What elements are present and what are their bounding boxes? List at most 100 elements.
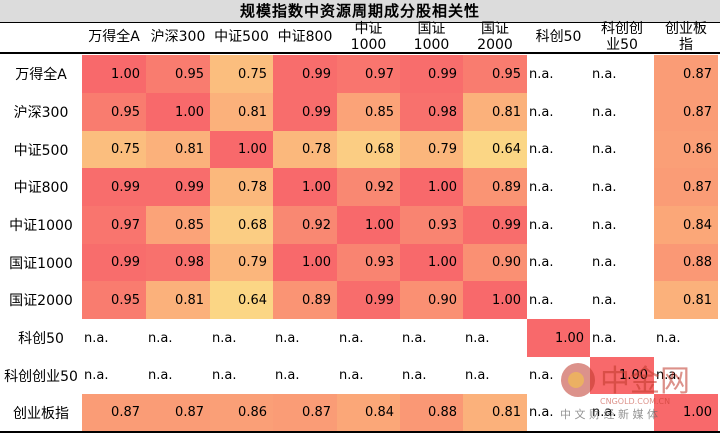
heatmap-cell: n.a. <box>465 368 490 383</box>
heatmap-cell: 0.78 <box>273 131 337 168</box>
heatmap-cell: n.a. <box>212 330 237 346</box>
header-rule <box>0 52 720 54</box>
heatmap-cell: 0.99 <box>400 55 463 93</box>
heatmap-cell: n.a. <box>465 330 490 346</box>
heatmap-cell: n.a. <box>529 66 554 82</box>
heatmap-cell: n.a. <box>592 104 617 120</box>
heatmap-cell: 0.87 <box>654 168 718 206</box>
heatmap-cell: n.a. <box>529 368 554 383</box>
heatmap-cell: 0.98 <box>400 93 463 131</box>
heatmap-cell: 0.87 <box>146 394 210 431</box>
heatmap-cell: 0.95 <box>82 281 146 319</box>
heatmap-cell: 0.64 <box>463 131 527 168</box>
heatmap-cell: n.a. <box>529 142 554 157</box>
heatmap-cell: n.a. <box>84 330 109 346</box>
heatmap-cell: n.a. <box>656 330 681 346</box>
heatmap-cell: 0.89 <box>463 168 527 206</box>
watermark-domain: CNGOLD.COM.CN <box>600 397 670 406</box>
heatmap-cell: 0.95 <box>463 55 527 93</box>
heatmap-cell: n.a. <box>592 179 617 195</box>
row-label: 中证1000 <box>9 218 73 234</box>
heatmap-cell: 0.97 <box>82 206 146 244</box>
heatmap-cell: 1.00 <box>654 394 718 431</box>
heatmap-cell: 0.87 <box>654 93 718 131</box>
heatmap-cell: n.a. <box>84 368 109 383</box>
heatmap-cell: n.a. <box>656 368 681 383</box>
heatmap-cell: 0.84 <box>654 206 718 244</box>
column-header: 万得全A <box>88 29 140 45</box>
heatmap-cell: 0.99 <box>273 93 337 131</box>
heatmap-cell: 0.84 <box>337 394 400 431</box>
heatmap-cell: 1.00 <box>273 244 337 281</box>
heatmap-cell: n.a. <box>402 368 427 383</box>
column-header: 中证500 <box>214 29 269 45</box>
heatmap-cell: 0.85 <box>337 93 400 131</box>
heatmap-cell: 0.88 <box>400 394 463 431</box>
heatmap-cell: 0.75 <box>82 131 146 168</box>
heatmap-cell: 0.78 <box>210 168 273 206</box>
heatmap-cell: n.a. <box>529 255 554 270</box>
heatmap-cell: 0.87 <box>273 394 337 431</box>
column-header: 科创50 <box>535 29 582 45</box>
heatmap-cell: n.a. <box>212 368 237 383</box>
heatmap-cell: n.a. <box>275 368 300 383</box>
heatmap-cell: 1.00 <box>400 168 463 206</box>
heatmap-cell: 0.99 <box>82 244 146 281</box>
heatmap-cell: n.a. <box>529 179 554 195</box>
row-label: 国证1000 <box>9 255 73 272</box>
heatmap-cell: 1.00 <box>210 131 273 168</box>
heatmap-cell: 0.93 <box>337 244 400 281</box>
heatmap-cell: n.a. <box>339 368 364 383</box>
heatmap-cell: 0.90 <box>463 244 527 281</box>
heatmap-cell: 1.00 <box>146 93 210 131</box>
heatmap-cell: 0.95 <box>82 93 146 131</box>
row-label: 科创创业50 <box>4 368 78 385</box>
heatmap-cell: 0.99 <box>463 206 527 244</box>
heatmap-cell: 0.81 <box>463 394 527 431</box>
heatmap-cell: 0.79 <box>400 131 463 168</box>
heatmap-cell: 1.00 <box>337 206 400 244</box>
watermark-brand: 中金网 <box>600 364 690 399</box>
heatmap-cell: n.a. <box>592 66 617 82</box>
row-label: 科创50 <box>18 331 64 347</box>
heatmap-cell: 0.95 <box>146 55 210 93</box>
column-header: 沪深300 <box>150 29 206 45</box>
heatmap-cell: 0.92 <box>273 206 337 244</box>
heatmap-cell: 0.99 <box>146 168 210 206</box>
cngold-watermark: 中金网 CNGOLD.COM.CN 中 文 财 经 新 媒 体 <box>560 363 690 421</box>
heatmap-cell: 1.00 <box>590 357 654 394</box>
heatmap-cell: 1.00 <box>527 319 590 357</box>
bottom-rule <box>0 431 720 433</box>
heatmap-cell: n.a. <box>592 330 617 346</box>
heatmap-cell: 0.87 <box>82 394 146 431</box>
heatmap-cell: 0.98 <box>146 244 210 281</box>
heatmap-cell: 0.81 <box>146 281 210 319</box>
heatmap-cell: 0.92 <box>337 168 400 206</box>
row-label: 创业板指 <box>13 405 69 422</box>
heatmap-cell: 1.00 <box>82 55 146 93</box>
heatmap-cell: 0.86 <box>210 394 273 431</box>
heatmap-cell: n.a. <box>275 330 300 346</box>
heatmap-cell: 1.00 <box>400 244 463 281</box>
heatmap-cell: n.a. <box>592 217 617 233</box>
heatmap-cell: 0.99 <box>337 281 400 319</box>
heatmap-cell: n.a. <box>529 405 554 420</box>
column-header: 创业板 指 <box>665 21 707 53</box>
heatmap-cell: n.a. <box>592 255 617 270</box>
heatmap-cell: 0.81 <box>210 93 273 131</box>
row-label: 国证2000 <box>9 293 73 309</box>
column-header: 中证800 <box>277 29 333 45</box>
column-header: 中证 1000 <box>350 21 387 53</box>
heatmap-cell: n.a. <box>529 217 554 233</box>
watermark-tagline: 中 文 财 经 新 媒 体 <box>560 407 658 421</box>
heatmap-cell: n.a. <box>529 292 554 308</box>
heatmap-cell: n.a. <box>402 330 427 346</box>
column-header: 科创创 业50 <box>601 21 643 53</box>
heatmap-cell: 0.81 <box>146 131 210 168</box>
heatmap-cell: 0.87 <box>654 55 718 93</box>
heatmap-cell: 0.90 <box>400 281 463 319</box>
title-rule <box>0 22 720 23</box>
heatmap-cell: 0.93 <box>400 206 463 244</box>
heatmap-cell: 0.68 <box>337 131 400 168</box>
heatmap-cell: 0.75 <box>210 55 273 93</box>
